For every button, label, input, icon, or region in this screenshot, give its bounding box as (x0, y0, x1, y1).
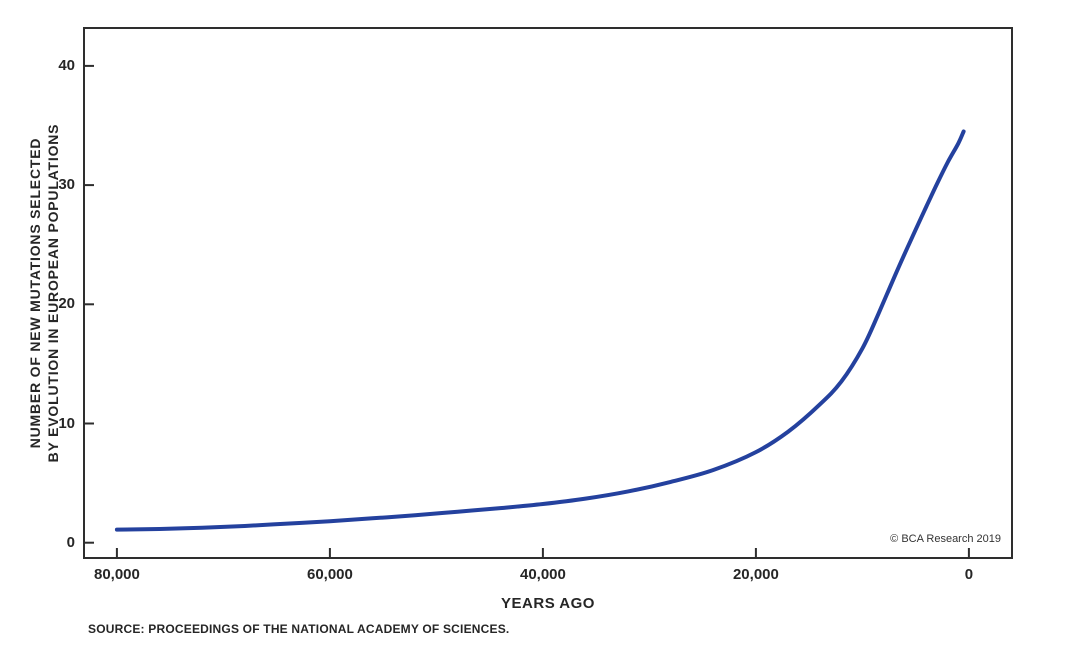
y-tick-label: 10 (58, 414, 75, 432)
y-tick-label: 0 (66, 533, 75, 551)
y-tick-label: 20 (58, 295, 75, 313)
y-axis-label-line2: BY EVOLUTION IN EUROPEAN POPULATIONS (45, 123, 61, 463)
source-note: SOURCE: PROCEEDINGS OF THE NATIONAL ACAD… (88, 622, 510, 636)
mutation-curve-chart (85, 64, 970, 557)
y-tick-label: 30 (58, 176, 75, 194)
y-axis-label-line1: NUMBER OF NEW MUTATIONS SELECTED (27, 137, 43, 449)
x-tick-label: 60,000 (306, 566, 353, 583)
y-tick-label: 40 (58, 56, 75, 74)
plot-area: © BCA Research 2019 (83, 27, 1013, 559)
mutations-curve (114, 129, 966, 532)
x-tick-label: 80,000 (93, 566, 140, 583)
copyright-text: © BCA Research 2019 (890, 533, 1001, 545)
x-tick-label: 0 (964, 566, 974, 583)
x-tick-label: 40,000 (519, 566, 566, 583)
x-tick-label: 20,000 (732, 566, 779, 583)
y-axis-label: NUMBER OF NEW MUTATIONS SELECTED BY EVOL… (26, 124, 62, 463)
x-axis-label: YEARS AGO (501, 595, 595, 612)
